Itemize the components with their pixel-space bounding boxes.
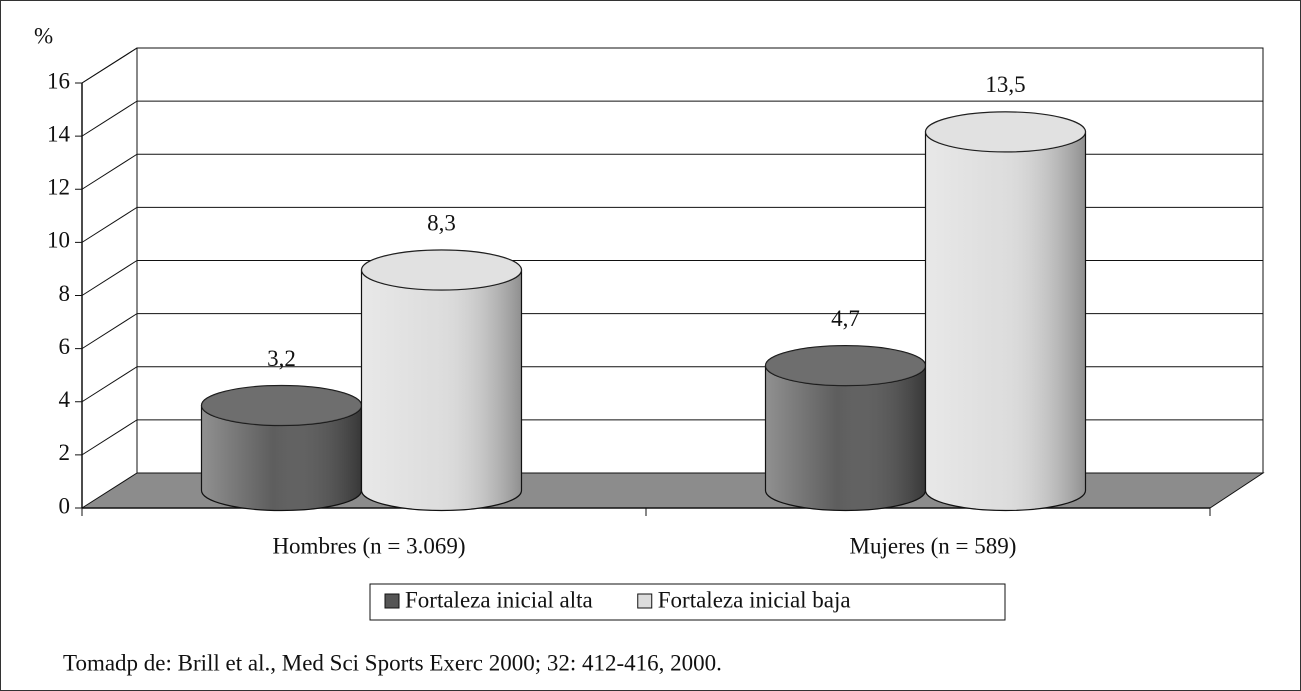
cylinder-top-shade (765, 345, 926, 386)
y-tick-label: 4 (59, 387, 71, 412)
grid-line (81, 419, 138, 456)
cylinder-top (360, 249, 523, 291)
y-tick-label: 12 (47, 175, 70, 200)
data-label: 3,2 (267, 346, 296, 371)
source-note: Tomadp de: Brill et al., Med Sci Sports … (63, 650, 722, 675)
y-tick-label: 2 (59, 440, 71, 465)
grid-line (81, 366, 138, 403)
bar (360, 249, 523, 512)
y-tick-label: 0 (59, 493, 71, 518)
legend-swatch (384, 593, 400, 609)
bar (764, 345, 927, 512)
x-tick-label: Hombres (n = 3.069) (272, 533, 465, 558)
legend-label: Fortaleza inicial alta (405, 587, 593, 612)
y-tick-label: 16 (47, 68, 70, 93)
bar (924, 111, 1087, 512)
y-tick-label: 14 (47, 121, 71, 146)
legend-box (369, 583, 1006, 621)
grid-line (81, 206, 138, 243)
y-axis-label: % (34, 23, 53, 48)
grid-line (81, 47, 138, 84)
bar (200, 384, 363, 512)
cylinder-top-shade (201, 385, 362, 426)
legend-label: Fortaleza inicial baja (658, 587, 851, 612)
cylinder-top-shade (925, 111, 1086, 152)
cylinder-shade (360, 269, 523, 512)
grid-line (81, 153, 138, 190)
data-label: 8,3 (427, 210, 456, 235)
y-tick-label: 10 (47, 228, 70, 253)
legend: Fortaleza inicial alta Fortaleza inicial … (369, 583, 1006, 621)
cylinder-shade (764, 365, 927, 512)
y-tick-label: 6 (59, 334, 71, 359)
legend-swatch (637, 593, 653, 609)
data-label: 13,5 (985, 72, 1025, 97)
grid-line (81, 260, 138, 296)
cylinder-top (924, 111, 1087, 153)
y-tick-label: 8 (59, 281, 71, 306)
x-tick-label: Mujeres (n = 589) (850, 533, 1017, 558)
cylinder-shade (200, 404, 363, 512)
cylinder-top-shade (361, 250, 522, 291)
cylinder-shade (924, 131, 1087, 512)
grid-line (81, 100, 138, 137)
grid-line (81, 313, 138, 350)
data-label: 4,7 (831, 306, 860, 331)
